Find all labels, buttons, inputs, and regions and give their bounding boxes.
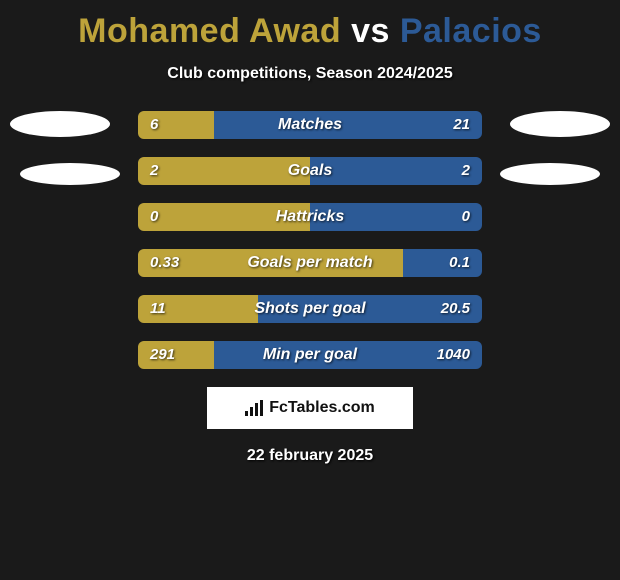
stat-value-right: 2 [462, 157, 470, 185]
bar-track [138, 295, 482, 323]
bar-track [138, 111, 482, 139]
bar-track [138, 341, 482, 369]
stat-value-right: 0.1 [449, 249, 470, 277]
bar-track [138, 157, 482, 185]
page-title: Mohamed Awad vs Palacios [0, 0, 620, 51]
stat-row: Shots per goal1120.5 [0, 295, 620, 323]
comparison-chart: Matches621Goals22Hattricks00Goals per ma… [0, 111, 620, 369]
stat-value-right: 1040 [437, 341, 470, 369]
bars-icon [245, 400, 263, 416]
stat-value-right: 0 [462, 203, 470, 231]
stat-value-left: 6 [150, 111, 158, 139]
bar-right [310, 157, 482, 185]
brand-text: FcTables.com [269, 399, 375, 417]
bar-track [138, 249, 482, 277]
bar-right [310, 203, 482, 231]
stat-row: Hattricks00 [0, 203, 620, 231]
stat-row: Matches621 [0, 111, 620, 139]
brand-badge: FcTables.com [207, 387, 413, 429]
stat-value-left: 0.33 [150, 249, 179, 277]
stat-value-left: 0 [150, 203, 158, 231]
stat-value-left: 2 [150, 157, 158, 185]
bar-right [214, 111, 482, 139]
bar-left [138, 203, 310, 231]
footer-date: 22 february 2025 [0, 447, 620, 465]
stat-value-right: 21 [453, 111, 470, 139]
player1-name: Mohamed Awad [78, 12, 341, 50]
stat-row: Goals22 [0, 157, 620, 185]
stat-value-left: 11 [150, 295, 166, 323]
stat-value-left: 291 [150, 341, 175, 369]
stat-row: Min per goal2911040 [0, 341, 620, 369]
subtitle: Club competitions, Season 2024/2025 [0, 65, 620, 83]
stat-value-right: 20.5 [441, 295, 470, 323]
stat-row: Goals per match0.330.1 [0, 249, 620, 277]
bar-track [138, 203, 482, 231]
bar-left [138, 157, 310, 185]
vs-label: vs [351, 12, 390, 50]
player2-name: Palacios [400, 12, 542, 50]
bar-right [403, 249, 482, 277]
